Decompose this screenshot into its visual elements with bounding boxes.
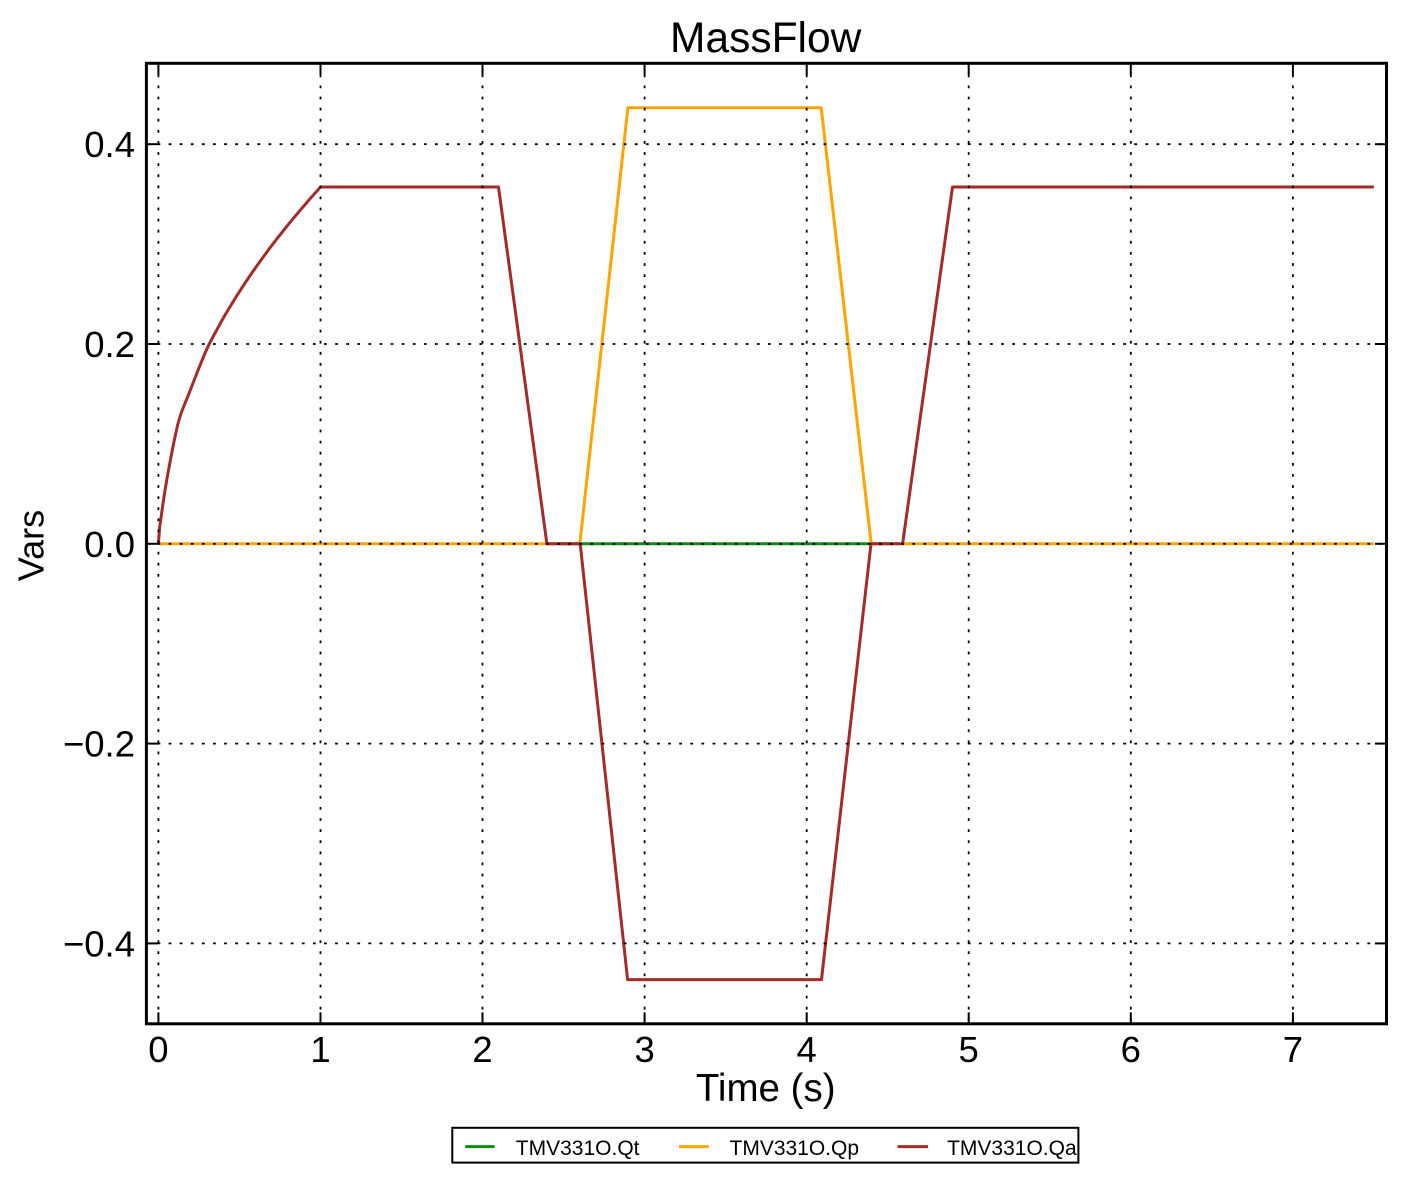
svg-text:0: 0 [148,1029,168,1070]
svg-text:0.4: 0.4 [84,124,135,165]
svg-text:Vars: Vars [11,510,52,581]
svg-text:−0.2: −0.2 [63,724,135,765]
svg-text:0.2: 0.2 [84,324,135,365]
svg-text:1: 1 [310,1029,330,1070]
svg-text:Time (s): Time (s) [696,1067,836,1110]
svg-text:5: 5 [959,1029,979,1070]
svg-text:TMV331O.Qa: TMV331O.Qa [947,1137,1077,1160]
svg-text:−0.4: −0.4 [63,923,135,964]
svg-text:0.0: 0.0 [84,524,135,565]
svg-text:6: 6 [1121,1029,1141,1070]
svg-text:2: 2 [472,1029,492,1070]
svg-text:MassFlow: MassFlow [670,15,862,62]
svg-text:7: 7 [1283,1029,1303,1070]
svg-text:4: 4 [797,1029,817,1070]
svg-text:TMV331O.Qp: TMV331O.Qp [730,1137,860,1160]
svg-text:3: 3 [634,1029,654,1070]
svg-text:TMV331O.Qt: TMV331O.Qt [516,1137,640,1160]
